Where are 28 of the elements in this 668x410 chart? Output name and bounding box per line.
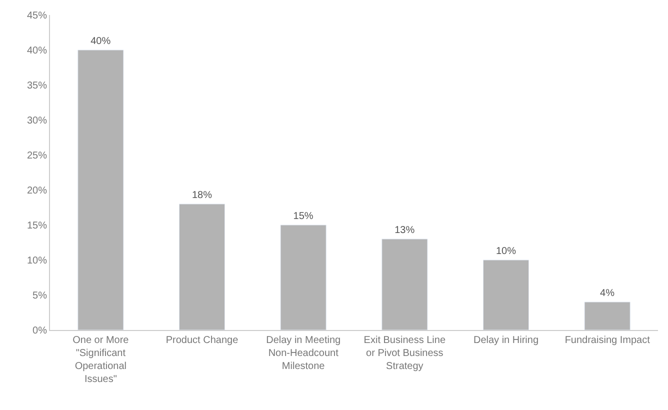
- bar: [280, 224, 326, 330]
- bar: [178, 204, 226, 330]
- y-tick-label: 35%: [26, 80, 48, 92]
- y-tick-label: 20%: [26, 186, 48, 196]
- x-tick-label: Delay in Meeting Non-Headcount Milestone: [266, 335, 341, 372]
- bar: [382, 238, 428, 330]
- x-tick-label: Delay in Hiring: [473, 335, 539, 346]
- y-tick-label: 15%: [26, 220, 48, 232]
- y-tick-label: 5%: [32, 290, 48, 302]
- y-tick-label: 30%: [26, 116, 48, 126]
- x-tick-label: Product Change: [166, 335, 239, 346]
- data-label: 4%: [600, 288, 615, 299]
- y-tick-label: 40%: [26, 46, 48, 56]
- x-tick-label: Fundraising Impact: [564, 335, 650, 346]
- bar: [584, 302, 630, 330]
- y-tick-label: 45%: [26, 10, 48, 22]
- data-label: 15%: [293, 211, 314, 222]
- data-label: 10%: [496, 246, 516, 257]
- x-tick-label: One or More "Significant Operational Issues": [72, 335, 130, 385]
- data-label: 40%: [90, 36, 111, 47]
- data-label: 18%: [192, 190, 212, 201]
- y-tick-label: 10%: [26, 256, 48, 266]
- bar: [78, 50, 124, 330]
- x-tick-label: Exit Business Line or Pivot Business Strategy: [364, 335, 446, 372]
- y-tick-label: 0%: [32, 326, 48, 336]
- data-label: 13%: [394, 225, 415, 236]
- bar: [482, 260, 530, 330]
- y-tick-label: 25%: [26, 150, 48, 162]
